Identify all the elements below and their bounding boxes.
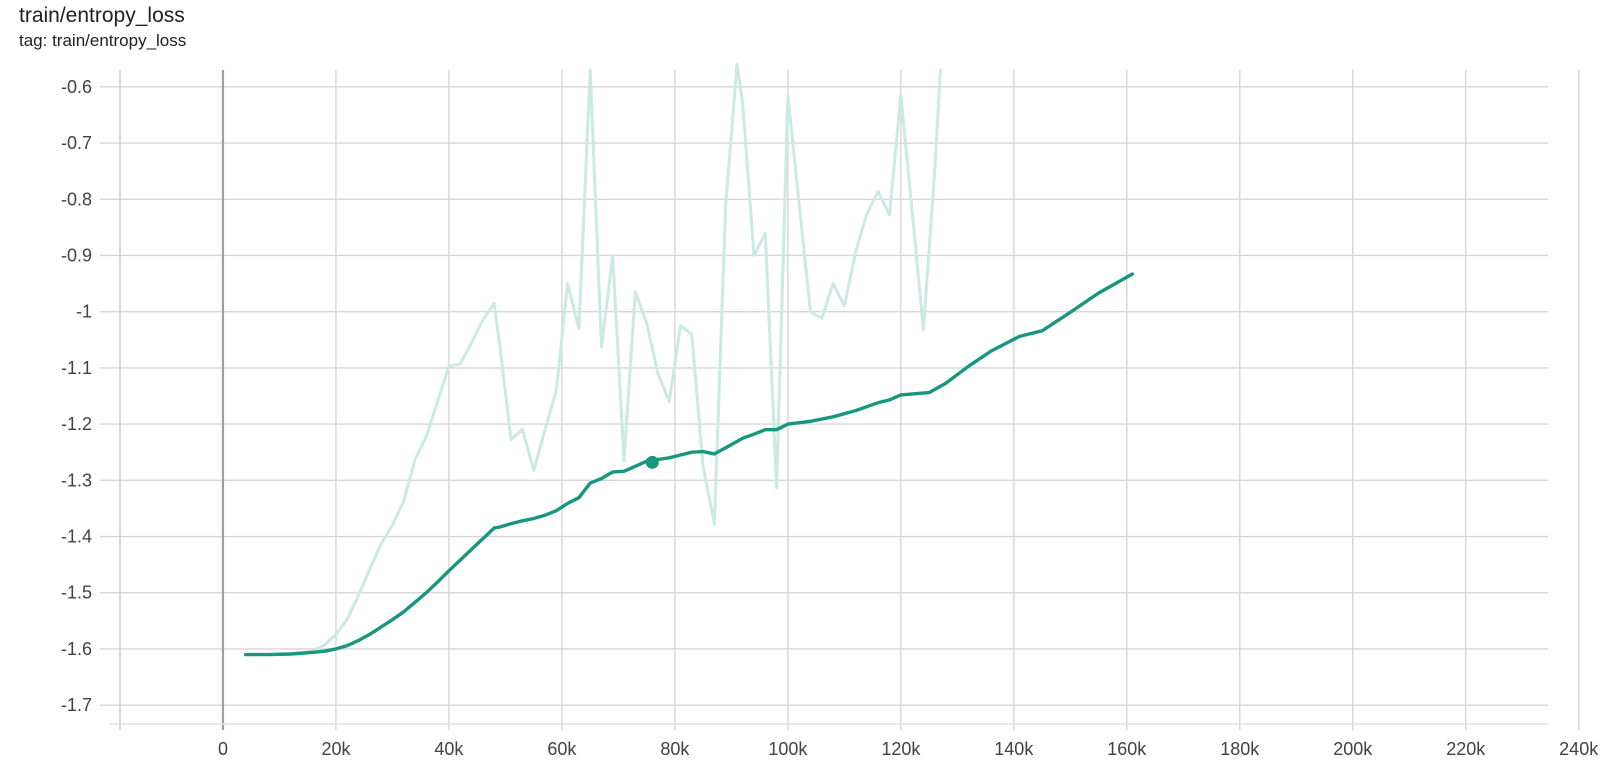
y-tick-label: -1 [76, 302, 92, 322]
chart-subtitle: tag: train/entropy_loss [19, 31, 187, 50]
raw-series-line[interactable] [244, 62, 942, 657]
y-tick-label: -0.7 [61, 133, 92, 153]
axes [110, 70, 1548, 730]
chart-title: train/entropy_loss [19, 4, 185, 27]
x-tick-label: 160k [1107, 739, 1147, 759]
x-tick-label: 200k [1333, 739, 1373, 759]
y-tick-label: -1.6 [61, 639, 92, 659]
y-tick-label: -1.3 [61, 470, 92, 490]
tick-labels: -0.6 -0.7 -0.8 -0.9 -1 -1.1 -1.2 -1.3 -1.4 -1.5 -1… [61, 77, 1599, 759]
hover-point-marker[interactable] [645, 455, 659, 469]
y-tick-label: -1.4 [61, 527, 92, 547]
x-tick-label: 40k [434, 739, 464, 759]
y-tick-label: -1.1 [61, 358, 92, 378]
smoothed-series-line[interactable] [243, 272, 1135, 657]
y-tick-label: -0.6 [61, 77, 92, 97]
y-tick-label: -0.8 [61, 189, 92, 209]
x-tick-label: 240k [1559, 739, 1599, 759]
grid-lines [100, 70, 1580, 730]
x-tick-label: 100k [768, 739, 808, 759]
x-tick-label: 120k [881, 739, 921, 759]
y-tick-label: -1.2 [61, 414, 92, 434]
y-tick-label: -1.5 [61, 583, 92, 603]
x-tick-label: 0 [218, 739, 228, 759]
y-tick-label: -0.9 [61, 245, 92, 265]
x-tick-label: 20k [321, 739, 351, 759]
x-tick-label: 80k [660, 739, 690, 759]
x-tick-label: 140k [994, 739, 1034, 759]
x-tick-label: 60k [547, 739, 577, 759]
series-lines[interactable] [243, 62, 1135, 657]
x-tick-label: 220k [1446, 739, 1486, 759]
x-tick-label: 180k [1220, 739, 1260, 759]
y-tick-label: -1.7 [61, 695, 92, 715]
